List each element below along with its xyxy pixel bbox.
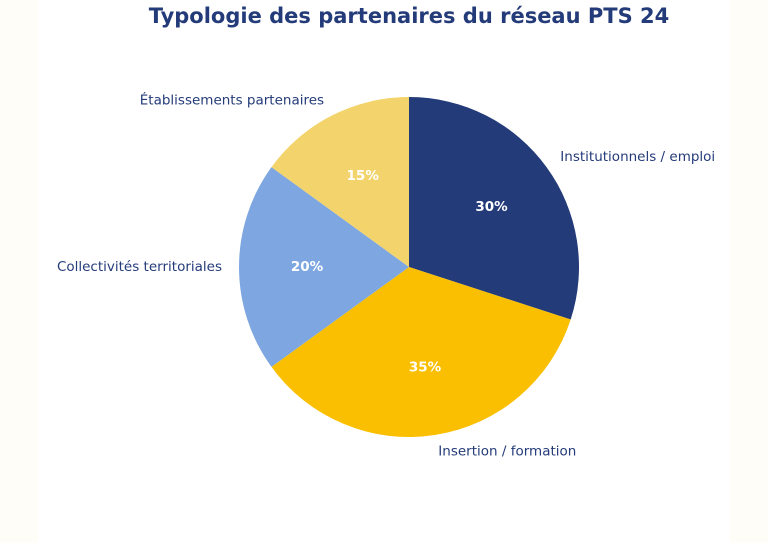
pie-labels: 30% Institutionnels / emploi 35% Insertion … bbox=[57, 91, 715, 459]
pie-pct-label-collectivites-territoriales: 20% bbox=[291, 259, 324, 275]
pie-category-label-institutionnels-emploi: Institutionnels / emploi bbox=[560, 149, 715, 165]
pie-category-label-insertion-formation: Insertion / formation bbox=[438, 444, 576, 460]
pie-category-label-collectivites-territoriales: Collectivités territoriales bbox=[57, 259, 222, 275]
pie-pct-label-institutionnels-emploi: 30% bbox=[475, 199, 508, 215]
chart-title: Typologie des partenaires du réseau PTS … bbox=[148, 4, 670, 28]
pie-pct-label-insertion-formation: 35% bbox=[409, 360, 442, 376]
pie-slice-collectivites-territoriales bbox=[239, 167, 409, 367]
pie-slice-insertion-formation bbox=[271, 267, 571, 437]
pie-slice-etablissements-partenaires bbox=[271, 97, 409, 267]
pie-slice-institutionnels-emploi bbox=[409, 97, 579, 320]
pie-category-label-etablissements-partenaires: Établissements partenaires bbox=[140, 91, 324, 108]
pie-slices bbox=[239, 97, 579, 437]
pie-pct-label-etablissements-partenaires: 15% bbox=[347, 168, 380, 184]
